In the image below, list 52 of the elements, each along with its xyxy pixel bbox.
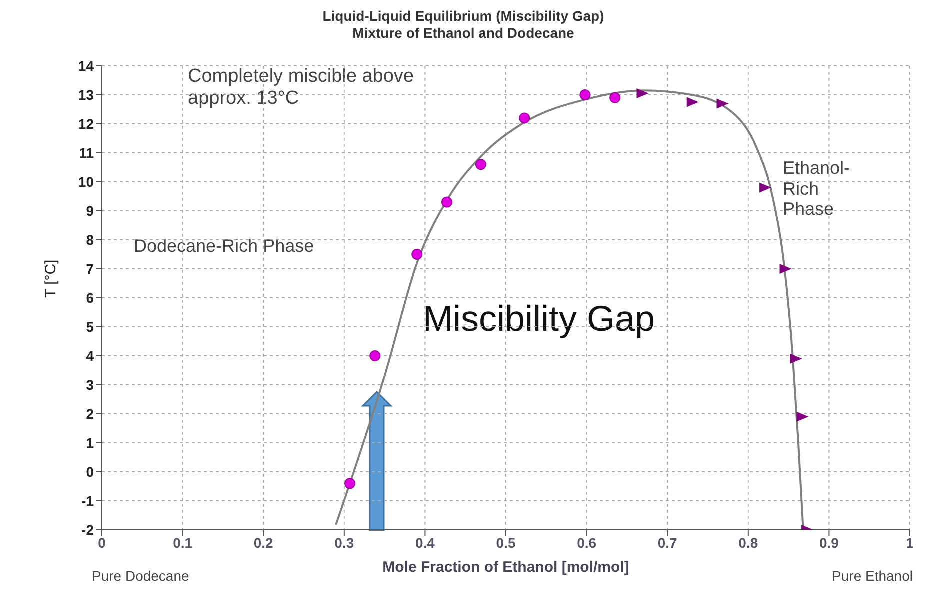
chart-subtitle: Mixture of Ethanol and Dodecane: [352, 25, 576, 42]
y-tick-label: 3: [86, 376, 94, 393]
y-tick-label: -2: [82, 522, 94, 538]
text: Pure Dodecane: [92, 568, 190, 584]
x-tick-label: 0.1: [173, 534, 193, 551]
y-tick-label: 12: [78, 116, 94, 132]
y-tick-label: 9: [86, 202, 94, 219]
point: [686, 97, 699, 108]
y-axis-title: T [°C]: [42, 260, 60, 298]
point: [580, 90, 591, 100]
x-tick-label: 0.9: [819, 534, 840, 551]
point: [796, 412, 809, 422]
y-tick-label: 2: [86, 406, 94, 422]
point: [790, 354, 802, 364]
x-tick-label: 0.2: [254, 534, 274, 551]
y-tick-label: 0: [86, 464, 94, 480]
x-tick-label: 0.5: [496, 534, 516, 551]
y-tick-label: 8: [86, 232, 94, 248]
x-tick-label: 1: [906, 534, 914, 551]
point: [370, 350, 381, 362]
chart-title: Liquid-Liquid Equilibrium (Miscibility Gap): [322, 8, 606, 25]
point: [610, 92, 621, 104]
y-tick-label: 11: [79, 144, 94, 161]
point: [636, 88, 649, 99]
annotation: Miscibility Gap: [423, 298, 656, 340]
point: [780, 264, 792, 274]
y-tick-label: 1: [86, 434, 94, 451]
x-tick-label: 0.4: [415, 534, 436, 551]
y-tick-label: 13: [78, 86, 94, 103]
annotation: Ethanol-Rich Phase: [783, 158, 852, 220]
text: Pure Ethanol: [831, 568, 913, 584]
point: [412, 249, 423, 260]
x-tick-label: 0.7: [658, 534, 678, 551]
y-tick-label: 6: [86, 290, 94, 306]
x-tick-label: 0: [98, 534, 106, 551]
x-tick-label: 0.6: [577, 534, 597, 551]
point: [519, 112, 530, 124]
y-tick-label: 7: [86, 260, 94, 277]
point: [716, 98, 729, 109]
annotation: Dodecane-Rich Phase: [134, 236, 316, 257]
y-tick-label: 10: [78, 174, 94, 190]
point: [760, 182, 772, 193]
point: [475, 159, 486, 170]
y-tick-label: 4: [86, 348, 94, 364]
y-tick-label: 14: [78, 58, 94, 74]
x-tick-label: 0.8: [738, 534, 758, 551]
point: [344, 478, 356, 490]
x-axis-title: Mole Fraction of Ethanol [mol/mol]: [382, 559, 630, 576]
y-tick-label: 5: [86, 318, 94, 335]
y-tick-label: -1: [82, 492, 94, 509]
point: [442, 196, 453, 208]
x-tick-label: 0.3: [334, 534, 354, 551]
